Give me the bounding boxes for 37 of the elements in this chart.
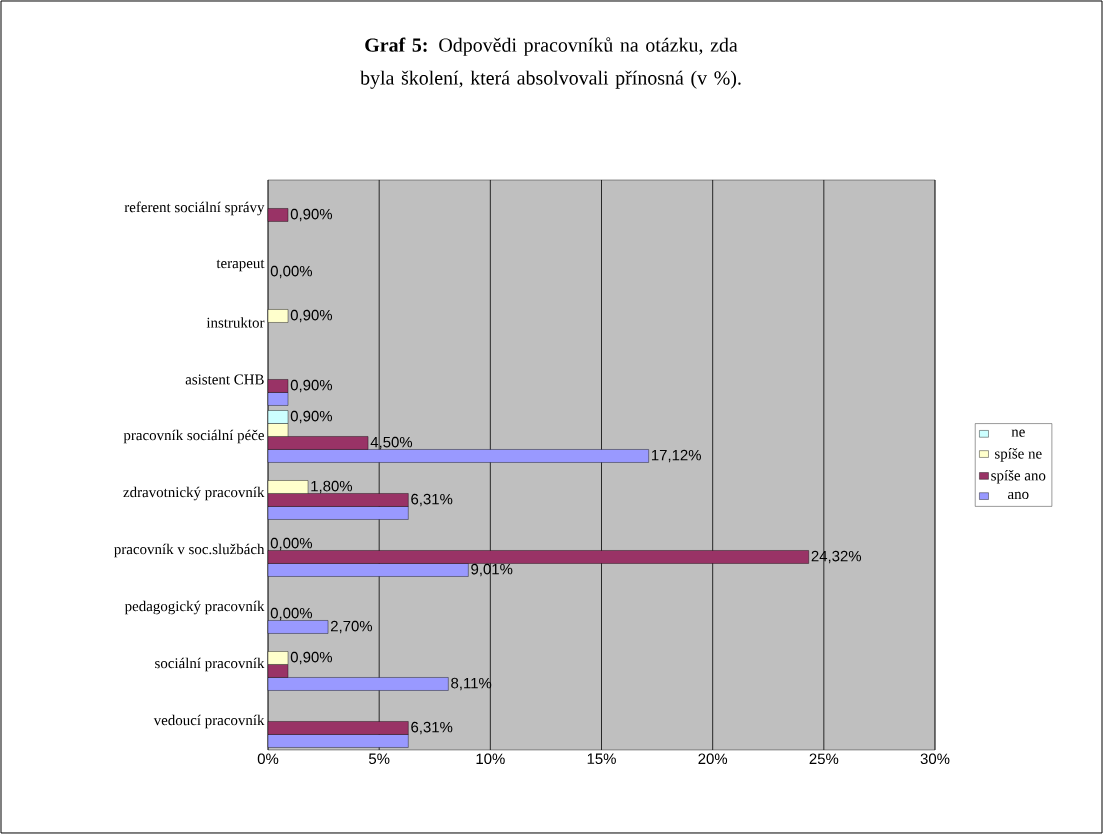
- x-tick-label: 5%: [368, 753, 390, 765]
- data-label: 0,90%: [290, 651, 333, 665]
- x-tick-label: 10%: [476, 753, 505, 765]
- data-label: 1,80%: [311, 480, 353, 494]
- data-label: 2,70%: [330, 620, 373, 634]
- y-tick-label: zdravotnický pracovník: [123, 486, 265, 501]
- chart-title: Graf 5: Odpovědi pracovníků na otázku, zda byla školení, která absolvovali přínosná (v %).: [360, 37, 741, 89]
- data-label: 0,90%: [290, 309, 333, 323]
- legend-label: ne: [1011, 429, 1025, 437]
- x-tick-label: 20%: [698, 753, 728, 765]
- data-label: 0,90%: [290, 410, 333, 424]
- y-tick-label: referent sociální správy: [124, 201, 265, 216]
- legend-label: spíše ne: [995, 448, 1042, 462]
- data-label: 6,31%: [411, 721, 453, 735]
- y-tick-label: sociální pracovník: [155, 657, 265, 672]
- data-label: 0,90%: [290, 208, 333, 222]
- data-label: 0,00%: [270, 537, 313, 551]
- y-tick-label: terapeut: [216, 259, 265, 272]
- legend-label: ano: [1008, 491, 1029, 500]
- y-tick-label: pedagogický pracovník: [124, 600, 265, 615]
- x-tick-label: 25%: [809, 753, 839, 765]
- y-tick-label: vedoucí pracovník: [153, 714, 265, 729]
- data-label: 6,31%: [411, 493, 453, 507]
- data-label: 24,32%: [811, 550, 862, 564]
- y-tick-label: asistent CHB: [185, 374, 264, 385]
- y-tick-label: instruktor: [206, 317, 265, 328]
- x-tick-label: 0%: [257, 753, 279, 765]
- data-label: 4,50%: [370, 436, 413, 450]
- data-label: 17,12%: [651, 449, 701, 463]
- data-label: 0,90%: [290, 379, 333, 393]
- data-label: 0,00%: [270, 607, 313, 621]
- legend-label: spíše ano: [991, 469, 1046, 484]
- y-tick-label: pracovník v soc.službách: [114, 543, 265, 558]
- data-label: 0,00%: [270, 265, 313, 279]
- y-tick-label: pracovník sociální péče: [123, 429, 264, 444]
- x-tick-label: 15%: [587, 753, 616, 765]
- x-tick-label: 30%: [920, 753, 950, 765]
